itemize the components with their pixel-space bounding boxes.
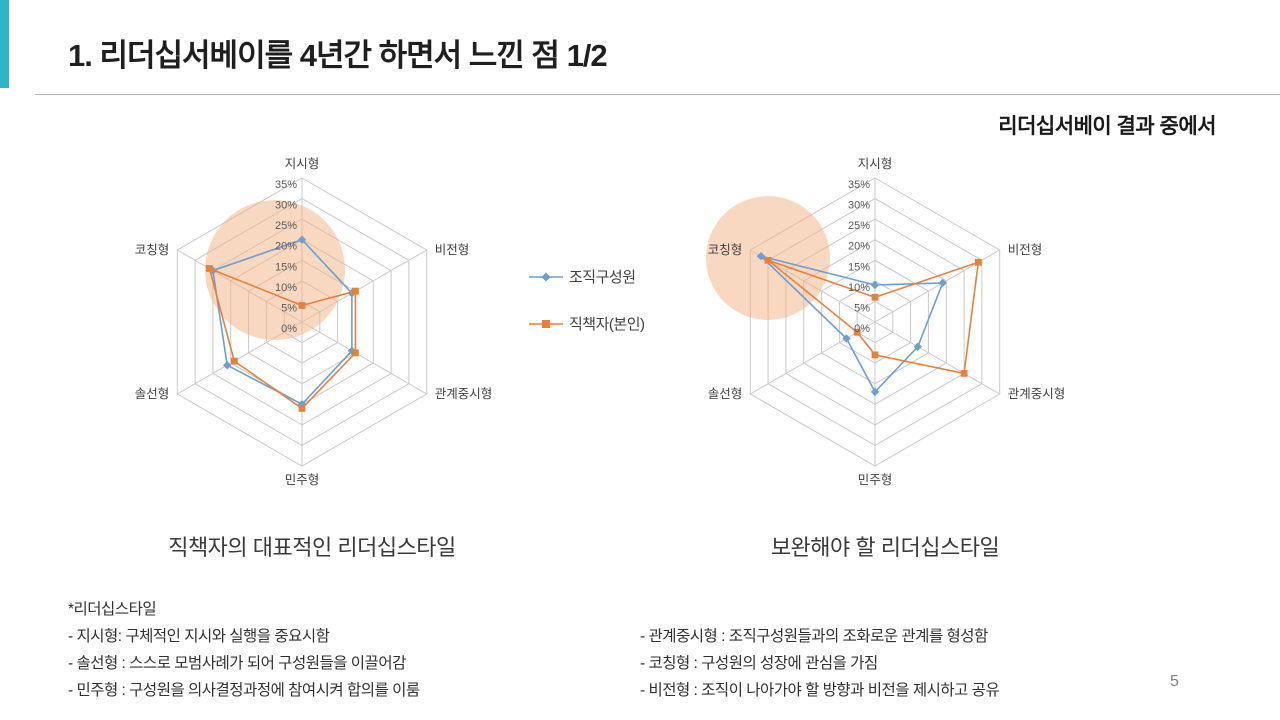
svg-text:솔선형: 솔선형 bbox=[708, 387, 743, 401]
svg-text:20%: 20% bbox=[275, 241, 297, 253]
title-divider bbox=[35, 94, 1280, 95]
svg-text:15%: 15% bbox=[848, 261, 870, 273]
footnote-line: *리더십스타일 bbox=[68, 601, 157, 618]
footnote-block-right: - 관계중시형 : 조직구성원들과의 조화로운 관계를 형성함 - 코칭형 : … bbox=[640, 623, 1000, 704]
svg-text:솔선형: 솔선형 bbox=[135, 387, 170, 401]
page-title: 1. 리더십서베이를 4년간 하면서 느낀 점 1/2 bbox=[68, 38, 608, 73]
svg-text:비전형: 비전형 bbox=[1008, 243, 1043, 257]
footnote-line: - 지시형: 구체적인 지시와 실행을 중요시함 bbox=[68, 628, 330, 645]
footnote-line: - 솔선형 : 스스로 모범사례가 되어 구성원들을 이끌어감 bbox=[68, 655, 406, 672]
svg-text:10%: 10% bbox=[848, 282, 870, 294]
caption-representative-style: 직책자의 대표적인 리더십스타일 bbox=[168, 535, 456, 560]
footnote-line: - 관계중시형 : 조직구성원들과의 조화로운 관계를 형성함 bbox=[640, 628, 988, 645]
footnote-line: - 비전형 : 조직이 나아가야 할 방향과 비전을 제시하고 공유 bbox=[640, 682, 1000, 699]
footnote-block-left: *리더십스타일 - 지시형: 구체적인 지시와 실행을 중요시함 - 솔선형 :… bbox=[68, 596, 420, 704]
accent-bar bbox=[0, 0, 9, 88]
svg-text:5%: 5% bbox=[281, 302, 297, 314]
footnote-line: - 민주형 : 구성원을 의사결정과정에 참여시켜 합의를 이룸 bbox=[68, 682, 420, 699]
svg-text:지시형: 지시형 bbox=[285, 157, 320, 171]
svg-text:5%: 5% bbox=[854, 302, 870, 314]
svg-text:30%: 30% bbox=[848, 200, 870, 212]
svg-text:관계중시형: 관계중시형 bbox=[1008, 387, 1066, 401]
svg-text:코칭형: 코칭형 bbox=[708, 243, 743, 257]
svg-text:35%: 35% bbox=[848, 179, 870, 191]
svg-text:0%: 0% bbox=[854, 323, 870, 335]
svg-text:관계중시형: 관계중시형 bbox=[435, 387, 493, 401]
svg-text:15%: 15% bbox=[275, 261, 297, 273]
chart-legend: 조직구성원 직책자(본인) bbox=[528, 266, 645, 360]
svg-text:비전형: 비전형 bbox=[435, 243, 470, 257]
svg-text:25%: 25% bbox=[848, 220, 870, 232]
svg-text:민주형: 민주형 bbox=[858, 473, 893, 487]
legend-label-leader: 직책자(본인) bbox=[569, 316, 645, 333]
svg-text:20%: 20% bbox=[848, 241, 870, 253]
svg-text:30%: 30% bbox=[275, 200, 297, 212]
footnote-line: - 코칭형 : 구성원의 성장에 관심을 가짐 bbox=[640, 655, 878, 672]
svg-text:0%: 0% bbox=[281, 323, 297, 335]
page-number: 5 bbox=[1170, 673, 1179, 690]
svg-text:10%: 10% bbox=[275, 282, 297, 294]
legend-label-members: 조직구성원 bbox=[569, 269, 636, 286]
square-marker-icon bbox=[529, 319, 563, 328]
caption-complement-style: 보완해야 할 리더십스타일 bbox=[770, 535, 1000, 560]
svg-text:35%: 35% bbox=[275, 179, 297, 191]
legend-item-leader: 직책자(본인) bbox=[528, 313, 645, 334]
results-subtitle: 리더십서베이 결과 중에서 bbox=[998, 115, 1216, 138]
svg-text:코칭형: 코칭형 bbox=[135, 243, 170, 257]
legend-item-members: 조직구성원 bbox=[528, 266, 645, 287]
svg-text:지시형: 지시형 bbox=[858, 157, 893, 171]
diamond-marker-icon bbox=[529, 272, 563, 281]
svg-text:25%: 25% bbox=[275, 220, 297, 232]
svg-text:민주형: 민주형 bbox=[285, 473, 320, 487]
